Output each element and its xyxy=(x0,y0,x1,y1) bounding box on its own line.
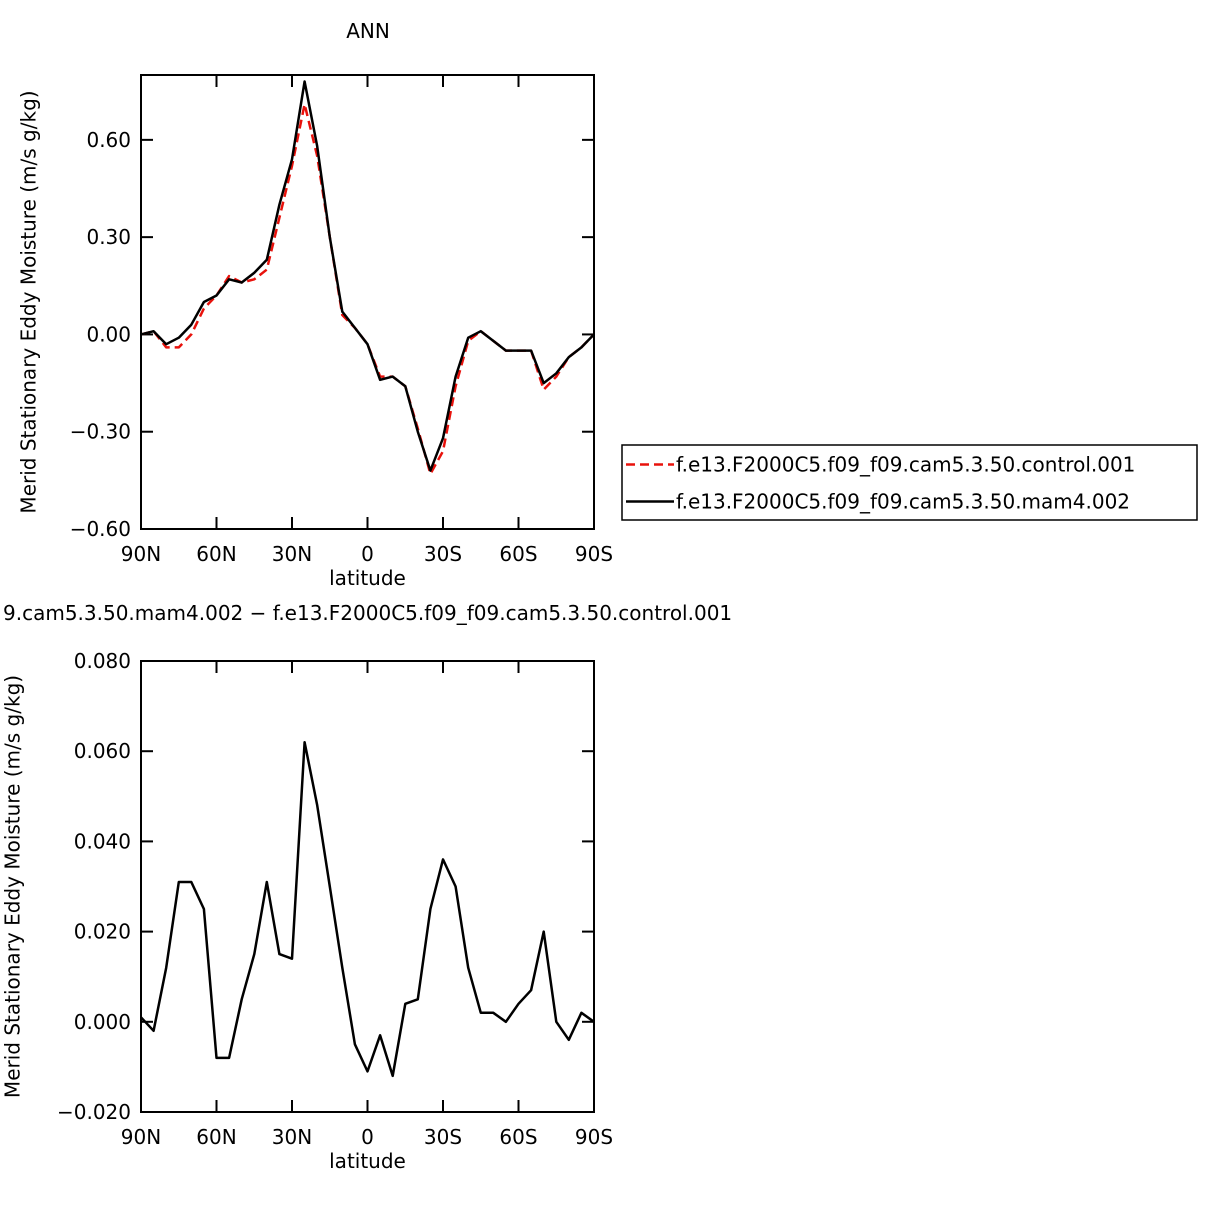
x-axis-label: latitude xyxy=(329,566,406,590)
y-tick-label: 0.080 xyxy=(74,649,131,673)
x-tick-label: 30N xyxy=(272,542,312,566)
x-tick-label: 0 xyxy=(361,542,374,566)
y-tick-label: 0.60 xyxy=(86,128,131,152)
y-tick-label: 0.040 xyxy=(74,829,131,853)
x-tick-label: 90N xyxy=(121,542,161,566)
plot-frame xyxy=(140,660,595,1113)
x-tick-label: 90S xyxy=(575,1125,613,1149)
chart-title: 9.cam5.3.50.mam4.002 − f.e13.F2000C5.f09… xyxy=(3,601,732,625)
x-axis-label: latitude xyxy=(329,1149,406,1173)
y-tick-label: −0.30 xyxy=(70,420,131,444)
series-line xyxy=(140,740,595,1078)
x-tick-label: 30S xyxy=(424,1125,462,1149)
x-tick-label: 30S xyxy=(424,542,462,566)
x-tick-label: 60S xyxy=(499,542,537,566)
x-tick-label: 90N xyxy=(121,1125,161,1149)
x-tick-label: 60S xyxy=(499,1125,537,1149)
legend-box xyxy=(621,444,1198,521)
y-tick-label: 0.00 xyxy=(86,322,131,346)
x-tick-label: 30N xyxy=(272,1125,312,1149)
y-tick-label: 0.30 xyxy=(86,225,131,249)
x-tick-label: 60N xyxy=(196,1125,236,1149)
x-tick-label: 0 xyxy=(361,1125,374,1149)
x-tick-label: 90S xyxy=(575,542,613,566)
y-tick-label: −0.60 xyxy=(70,517,131,541)
series-line xyxy=(140,80,595,472)
y-axis-label: Merid Stationary Eddy Moisture (m/s g/kg… xyxy=(17,90,41,513)
chart-title: ANN xyxy=(346,19,390,43)
y-tick-label: 0.020 xyxy=(74,920,131,944)
legend-label: f.e13.F2000C5.f09_f09.cam5.3.50.control.… xyxy=(676,453,1135,477)
series-line xyxy=(140,102,595,476)
plot-frame xyxy=(140,74,595,530)
y-tick-label: 0.000 xyxy=(74,1010,131,1034)
y-tick-label: −0.020 xyxy=(57,1100,131,1124)
y-axis-label: Merid Stationary Eddy Moisture (m/s g/kg… xyxy=(1,675,25,1098)
legend-label: f.e13.F2000C5.f09_f09.cam5.3.50.mam4.002 xyxy=(676,490,1130,514)
x-tick-label: 60N xyxy=(196,542,236,566)
y-tick-label: 0.060 xyxy=(74,739,131,763)
